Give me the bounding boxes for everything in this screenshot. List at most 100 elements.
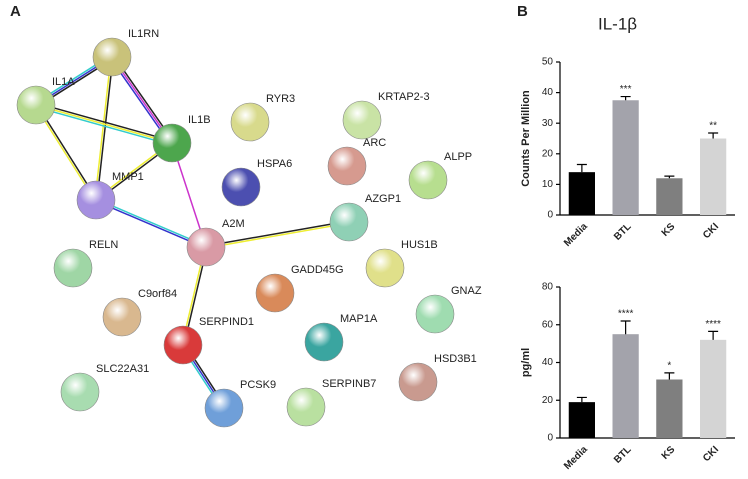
edge bbox=[96, 198, 207, 247]
node-label: SLC22A31 bbox=[96, 363, 149, 375]
x-tick-label: Media bbox=[562, 221, 590, 249]
x-tick-label: CKI bbox=[701, 444, 721, 464]
y-tick-label: 50 bbox=[542, 57, 554, 68]
node-label: ALPP bbox=[444, 151, 472, 163]
node bbox=[53, 248, 93, 288]
x-tick-label: KS bbox=[660, 221, 678, 239]
edge bbox=[205, 220, 349, 247]
x-tick-label: KS bbox=[660, 444, 678, 462]
error-bar bbox=[576, 396, 587, 403]
node bbox=[255, 273, 295, 313]
chart-title: IL-1β bbox=[598, 14, 637, 33]
panel-label: B bbox=[517, 3, 528, 20]
node-label: PCSK9 bbox=[240, 379, 276, 391]
bar bbox=[568, 172, 595, 215]
node bbox=[327, 146, 367, 186]
significance: ** bbox=[709, 121, 717, 132]
bar bbox=[656, 178, 683, 215]
node bbox=[76, 180, 116, 220]
node bbox=[186, 227, 226, 267]
node-label: GADD45G bbox=[291, 264, 344, 276]
node bbox=[365, 248, 405, 288]
node bbox=[408, 160, 448, 200]
node bbox=[102, 297, 142, 337]
node-label: C9orf84 bbox=[138, 288, 177, 300]
node bbox=[60, 372, 100, 412]
node bbox=[221, 167, 261, 207]
y-axis-label: pg/ml bbox=[520, 348, 532, 377]
node bbox=[152, 123, 192, 163]
edge bbox=[95, 200, 206, 249]
node bbox=[415, 294, 455, 334]
node bbox=[304, 322, 344, 362]
error-bar bbox=[708, 132, 719, 139]
node bbox=[230, 102, 270, 142]
node-label: A2M bbox=[222, 218, 245, 230]
y-tick-label: 60 bbox=[542, 319, 554, 330]
significance: **** bbox=[705, 319, 721, 330]
y-tick-label: 20 bbox=[542, 395, 554, 406]
node-label: HSPA6 bbox=[257, 158, 292, 170]
node-label: IL1A bbox=[52, 76, 75, 88]
y-tick-label: 40 bbox=[542, 87, 554, 98]
node bbox=[163, 325, 203, 365]
error-bar bbox=[620, 320, 631, 335]
edge bbox=[96, 57, 114, 201]
x-tick-label: BTL bbox=[612, 221, 634, 243]
y-axis-label: Counts Per Million bbox=[520, 90, 532, 187]
error-bar bbox=[664, 175, 675, 179]
node-label: RELN bbox=[89, 239, 118, 251]
node bbox=[286, 387, 326, 427]
network: IL1RN IL1A IL1B RYR3 KRTAP2-3 MMP1 HSPA6 ARC ALP… bbox=[16, 28, 482, 428]
node-label: SERPINB7 bbox=[322, 378, 376, 390]
edge bbox=[35, 106, 172, 146]
x-tick-label: CKI bbox=[701, 221, 721, 241]
y-tick-label: 0 bbox=[547, 210, 553, 221]
node-label: IL1B bbox=[188, 114, 211, 126]
node-label: ARC bbox=[363, 137, 386, 149]
significance: * bbox=[667, 361, 671, 372]
y-tick-label: 0 bbox=[547, 433, 553, 444]
y-tick-label: 80 bbox=[542, 282, 554, 293]
bar bbox=[700, 138, 727, 215]
bar bbox=[568, 402, 595, 438]
bar bbox=[656, 379, 683, 438]
node-label: HSD3B1 bbox=[434, 353, 477, 365]
y-tick-label: 40 bbox=[542, 357, 554, 368]
node bbox=[16, 85, 56, 125]
node bbox=[329, 202, 369, 242]
edge bbox=[36, 102, 173, 142]
node-label: AZGP1 bbox=[365, 193, 401, 205]
node-label: KRTAP2-3 bbox=[378, 91, 430, 103]
panel-label: A bbox=[10, 3, 21, 20]
node-label: SERPIND1 bbox=[199, 316, 254, 328]
edge bbox=[94, 56, 112, 200]
edge bbox=[35, 104, 173, 144]
y-tick-label: 10 bbox=[542, 179, 554, 190]
edge bbox=[206, 222, 350, 249]
bar bbox=[612, 334, 639, 438]
node-label: RYR3 bbox=[266, 93, 295, 105]
node bbox=[342, 100, 382, 140]
node bbox=[204, 388, 244, 428]
error-bar bbox=[620, 95, 631, 101]
node-label: MMP1 bbox=[112, 171, 144, 183]
significance: *** bbox=[620, 84, 632, 95]
error-bar bbox=[708, 330, 719, 340]
x-tick-label: BTL bbox=[612, 444, 634, 466]
bar bbox=[612, 100, 639, 215]
bar bbox=[700, 339, 727, 438]
error-bar bbox=[664, 372, 675, 380]
y-tick-label: 30 bbox=[542, 118, 554, 129]
node-label: HUS1B bbox=[401, 239, 438, 251]
error-bar bbox=[576, 163, 587, 173]
node-label: GNAZ bbox=[451, 285, 482, 297]
node-label: MAP1A bbox=[340, 313, 378, 325]
node-label: IL1RN bbox=[128, 28, 159, 40]
x-tick-label: Media bbox=[562, 444, 590, 472]
significance: **** bbox=[618, 309, 634, 320]
node bbox=[92, 37, 132, 77]
y-tick-label: 20 bbox=[542, 148, 554, 159]
node bbox=[398, 362, 438, 402]
